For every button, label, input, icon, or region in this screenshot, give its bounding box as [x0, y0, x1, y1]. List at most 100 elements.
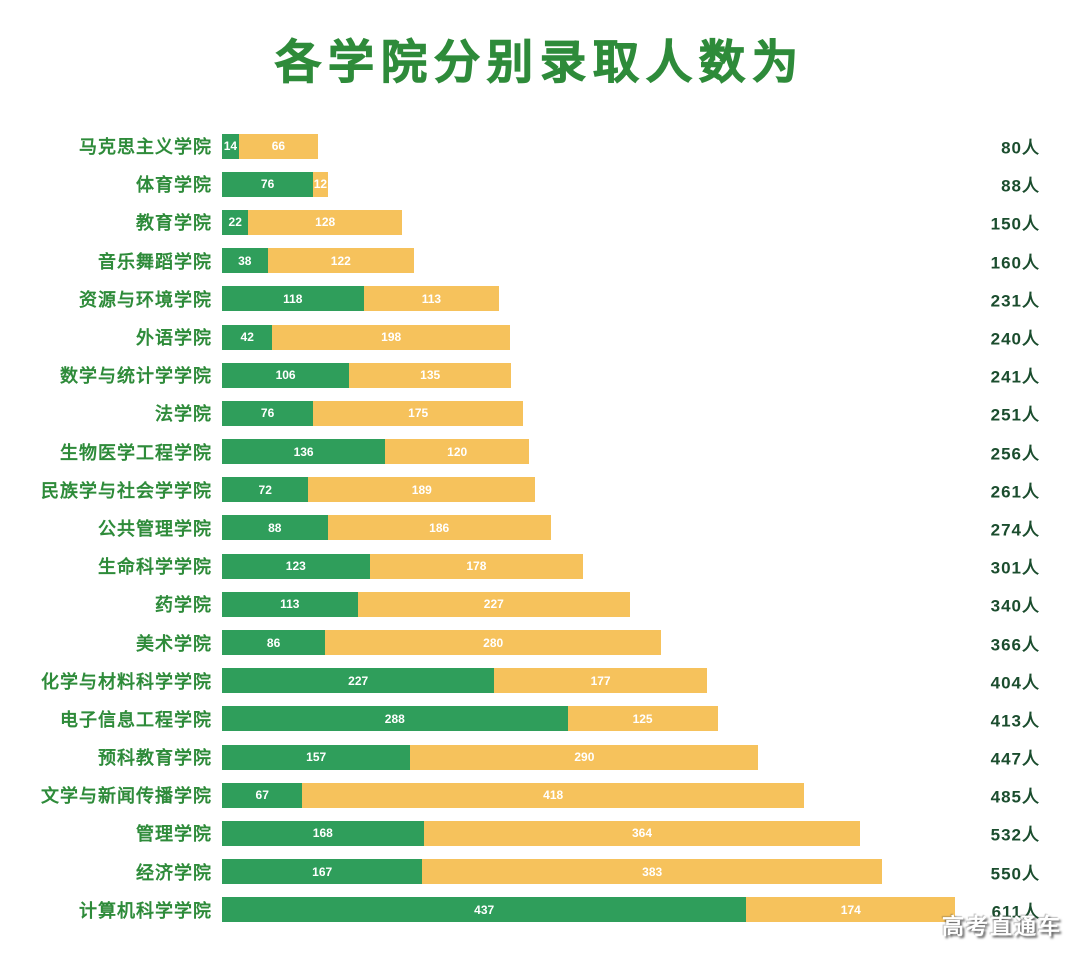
bar-value-yellow: 364 — [631, 826, 652, 841]
bar-value-green: 42 — [240, 330, 254, 345]
bar-segment-yellow: 174 — [746, 897, 956, 923]
chart-row: 管理学院 168 364 532人 — [0, 814, 1080, 852]
college-label: 经济学院 — [136, 862, 212, 883]
chart-row: 药学院 113 227 340人 — [0, 585, 1080, 623]
bar-value-green: 136 — [293, 444, 314, 459]
bar-track: 76 175 — [222, 400, 524, 426]
bar-track: 42 198 — [222, 324, 510, 350]
chart-row: 教育学院 22 128 150人 — [0, 203, 1080, 241]
bar-segment-green: 22 — [222, 209, 249, 235]
bar-value-green: 88 — [268, 520, 282, 535]
college-label: 药学院 — [155, 595, 212, 616]
bar-track: 76 12 — [222, 171, 328, 197]
chart-row: 预科教育学院 157 290 447人 — [0, 738, 1080, 776]
bar-value-yellow: 280 — [483, 635, 504, 650]
bar-segment-yellow: 135 — [349, 362, 512, 388]
bar-value-yellow: 178 — [466, 559, 487, 574]
bar-value-yellow: 174 — [840, 902, 861, 917]
chart-rows: 马克思主义学院 14 66 80人 体育学院 76 12 88人 教育学院 22 128 150人 音乐… — [0, 127, 1080, 929]
bar-value-green: 157 — [306, 750, 327, 765]
bar-track: 38 122 — [222, 248, 414, 274]
total-label: 301人 — [990, 558, 1040, 578]
college-label: 美术学院 — [136, 633, 212, 654]
bar-value-yellow: 120 — [447, 444, 468, 459]
bar-track: 86 280 — [222, 630, 662, 656]
college-label: 法学院 — [155, 404, 212, 425]
college-label: 数学与统计学学院 — [60, 366, 212, 387]
bar-segment-yellow: 189 — [308, 477, 536, 503]
college-label: 化学与材料科学学院 — [41, 671, 212, 692]
bar-segment-green: 14 — [222, 133, 239, 159]
bar-segment-green: 76 — [222, 400, 314, 426]
bar-segment-green: 76 — [222, 171, 314, 197]
total-label: 241人 — [990, 367, 1040, 387]
bar-value-yellow: 186 — [429, 520, 450, 535]
bar-value-green: 72 — [258, 482, 272, 497]
bar-track: 106 135 — [222, 362, 512, 388]
bar-value-green: 67 — [255, 788, 269, 803]
total-label: 261人 — [990, 482, 1040, 502]
chart-row: 民族学与社会学学院 72 189 261人 — [0, 471, 1080, 509]
bar-value-green: 437 — [474, 902, 495, 917]
chart-row: 化学与材料科学学院 227 177 404人 — [0, 662, 1080, 700]
bar-value-green: 76 — [260, 406, 275, 421]
total-label: 485人 — [990, 787, 1040, 807]
bar-segment-yellow: 178 — [369, 553, 584, 579]
bar-track: 113 227 — [222, 591, 630, 617]
college-label: 教育学院 — [136, 213, 212, 234]
bar-value-yellow: 135 — [420, 368, 441, 383]
total-label: 80人 — [1001, 138, 1040, 158]
college-label: 音乐舞蹈学院 — [98, 251, 212, 272]
bar-value-yellow: 125 — [632, 711, 653, 726]
bar-segment-yellow: 177 — [494, 668, 707, 694]
college-label: 文学与新闻传播学院 — [41, 786, 212, 807]
bar-segment-yellow: 227 — [357, 591, 630, 617]
bar-segment-yellow: 113 — [363, 286, 500, 312]
bar-track: 168 364 — [222, 820, 861, 846]
chart-row: 数学与统计学学院 106 135 241人 — [0, 356, 1080, 394]
total-label: 550人 — [990, 864, 1040, 884]
bar-segment-yellow: 364 — [423, 820, 861, 846]
total-label: 88人 — [1001, 176, 1040, 196]
bar-value-green: 123 — [285, 559, 306, 574]
bar-value-yellow: 177 — [590, 673, 611, 688]
bar-value-yellow: 128 — [315, 215, 336, 230]
watermark: 高考直通车 — [941, 914, 1062, 939]
total-label: 532人 — [990, 825, 1040, 845]
bar-track: 167 383 — [222, 859, 882, 885]
chart-row: 马克思主义学院 14 66 80人 — [0, 127, 1080, 165]
college-label: 资源与环境学院 — [79, 289, 212, 310]
bar-segment-green: 123 — [222, 553, 370, 579]
college-label: 外语学院 — [136, 328, 212, 349]
bar-track: 227 177 — [222, 668, 707, 694]
bar-segment-green: 167 — [222, 859, 423, 885]
bar-track: 123 178 — [222, 553, 584, 579]
bar-segment-green: 288 — [222, 706, 568, 732]
total-label: 447人 — [990, 749, 1040, 769]
total-label: 340人 — [990, 596, 1040, 616]
bar-value-yellow: 66 — [271, 139, 286, 154]
bar-value-yellow: 290 — [574, 750, 595, 765]
bar-segment-green: 38 — [222, 248, 268, 274]
total-label: 240人 — [990, 329, 1040, 349]
bar-track: 157 290 — [222, 744, 759, 770]
bar-value-green: 14 — [223, 139, 238, 154]
college-label: 电子信息工程学院 — [60, 709, 212, 730]
total-label: 160人 — [990, 253, 1040, 273]
bar-track: 14 66 — [222, 133, 318, 159]
bar-value-green: 288 — [384, 711, 405, 726]
bar-value-green: 118 — [283, 291, 303, 306]
bar-segment-yellow: 290 — [410, 744, 759, 770]
bar-segment-green: 157 — [222, 744, 411, 770]
chart-row: 资源与环境学院 118 113 231人 — [0, 280, 1080, 318]
bar-value-green: 86 — [266, 635, 281, 650]
chart-row: 法学院 76 175 251人 — [0, 394, 1080, 432]
bar-track: 118 113 — [222, 286, 500, 312]
bar-track: 67 418 — [222, 782, 804, 808]
chart-row: 文学与新闻传播学院 67 418 485人 — [0, 776, 1080, 814]
bar-segment-yellow: 12 — [313, 171, 328, 197]
bar-value-yellow: 198 — [381, 330, 402, 345]
chart-row: 体育学院 76 12 88人 — [0, 165, 1080, 203]
total-label: 256人 — [990, 444, 1040, 464]
